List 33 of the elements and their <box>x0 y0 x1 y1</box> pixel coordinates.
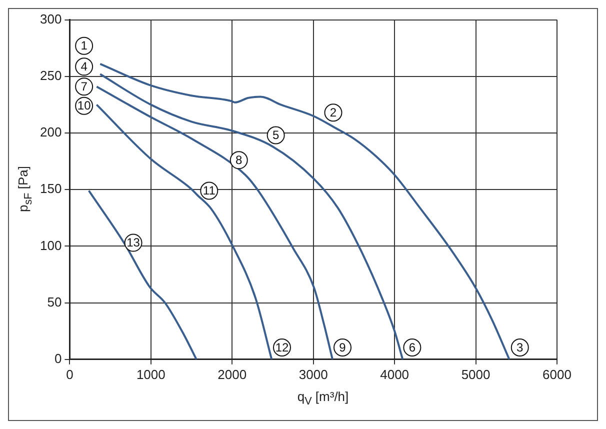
x-tick-label: 2000 <box>218 366 247 382</box>
annotation: 5 <box>272 128 280 142</box>
annotation: 1 <box>80 38 88 53</box>
annotation: 10 <box>77 98 92 113</box>
annotation: 11 <box>202 184 216 198</box>
y-tick-label: 150 <box>40 181 62 196</box>
x-axis-title: q$_{V}$ [m³/h] <box>296 389 350 408</box>
line-series <box>96 104 273 360</box>
x-tick-label: 6000 <box>542 366 572 382</box>
annotation: 12 <box>275 340 289 354</box>
y-tick-label: 200 <box>40 124 62 140</box>
line-series <box>96 86 334 360</box>
annotation: 9 <box>339 340 346 354</box>
annotation: 6 <box>408 340 416 354</box>
line-series <box>99 62 510 360</box>
x-tick-label: 5000 <box>461 366 490 382</box>
x-tick-label: 0 <box>66 366 74 382</box>
annotation: 4 <box>80 59 88 74</box>
annotation: 8 <box>236 152 243 167</box>
annotation: 2 <box>330 105 337 120</box>
annotation: 7 <box>80 79 88 94</box>
y-tick-label: 0 <box>54 350 62 366</box>
line-series <box>99 73 404 360</box>
y-tick-label: 300 <box>40 11 62 26</box>
annotation: 13 <box>126 236 140 250</box>
x-tick-label: 1000 <box>136 366 166 382</box>
y-tick-label: 100 <box>40 238 62 253</box>
x-tick-label: 3000 <box>298 366 328 382</box>
line-series <box>88 190 198 360</box>
y-tick-label: 250 <box>40 68 62 83</box>
annotation: 3 <box>516 340 524 354</box>
x-tick-label: 4000 <box>380 366 410 382</box>
y-tick-label: 50 <box>47 294 62 310</box>
